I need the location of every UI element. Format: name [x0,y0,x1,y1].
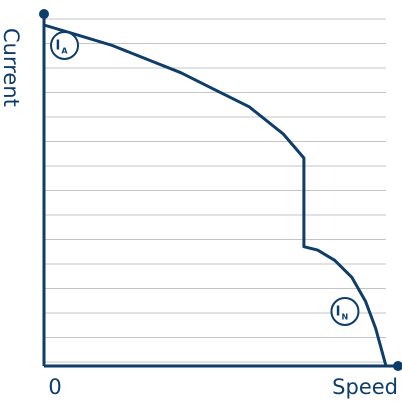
current-speed-curve [43,23,388,367]
curve-labels: IA IN [50,30,360,326]
x-tick-label-zero: 0 [48,375,61,399]
label-text: IN [336,304,349,321]
curve-label-a: IA [50,30,80,60]
y-axis-title: Current [0,28,23,107]
label-text: IA [55,38,68,55]
label-circle [330,296,360,326]
y-axis-end-marker [39,9,49,19]
curve-label-n: IN [330,296,360,326]
label-circle [50,30,80,60]
x-axis-end-marker [393,361,402,371]
x-axis-title: Speed [332,375,398,399]
grid-lines [44,18,386,363]
